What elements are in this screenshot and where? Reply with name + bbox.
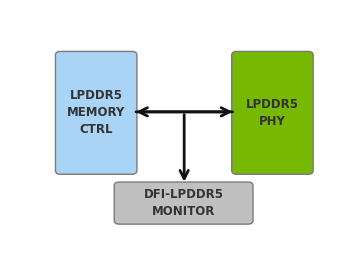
Text: DFI-LPDDR5
MONITOR: DFI-LPDDR5 MONITOR [144,188,223,218]
FancyBboxPatch shape [114,182,253,224]
FancyBboxPatch shape [56,52,137,174]
Text: LPDDR5
PHY: LPDDR5 PHY [246,98,299,128]
FancyBboxPatch shape [232,52,313,174]
Text: LPDDR5
MEMORY
CTRL: LPDDR5 MEMORY CTRL [67,89,125,136]
